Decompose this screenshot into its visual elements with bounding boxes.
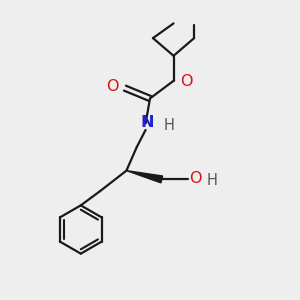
Text: O: O (106, 79, 118, 94)
Text: H: H (163, 118, 174, 133)
Text: O: O (180, 74, 193, 89)
Text: H: H (206, 173, 218, 188)
Text: O: O (190, 171, 202, 186)
Text: N: N (140, 115, 154, 130)
Polygon shape (126, 171, 163, 183)
